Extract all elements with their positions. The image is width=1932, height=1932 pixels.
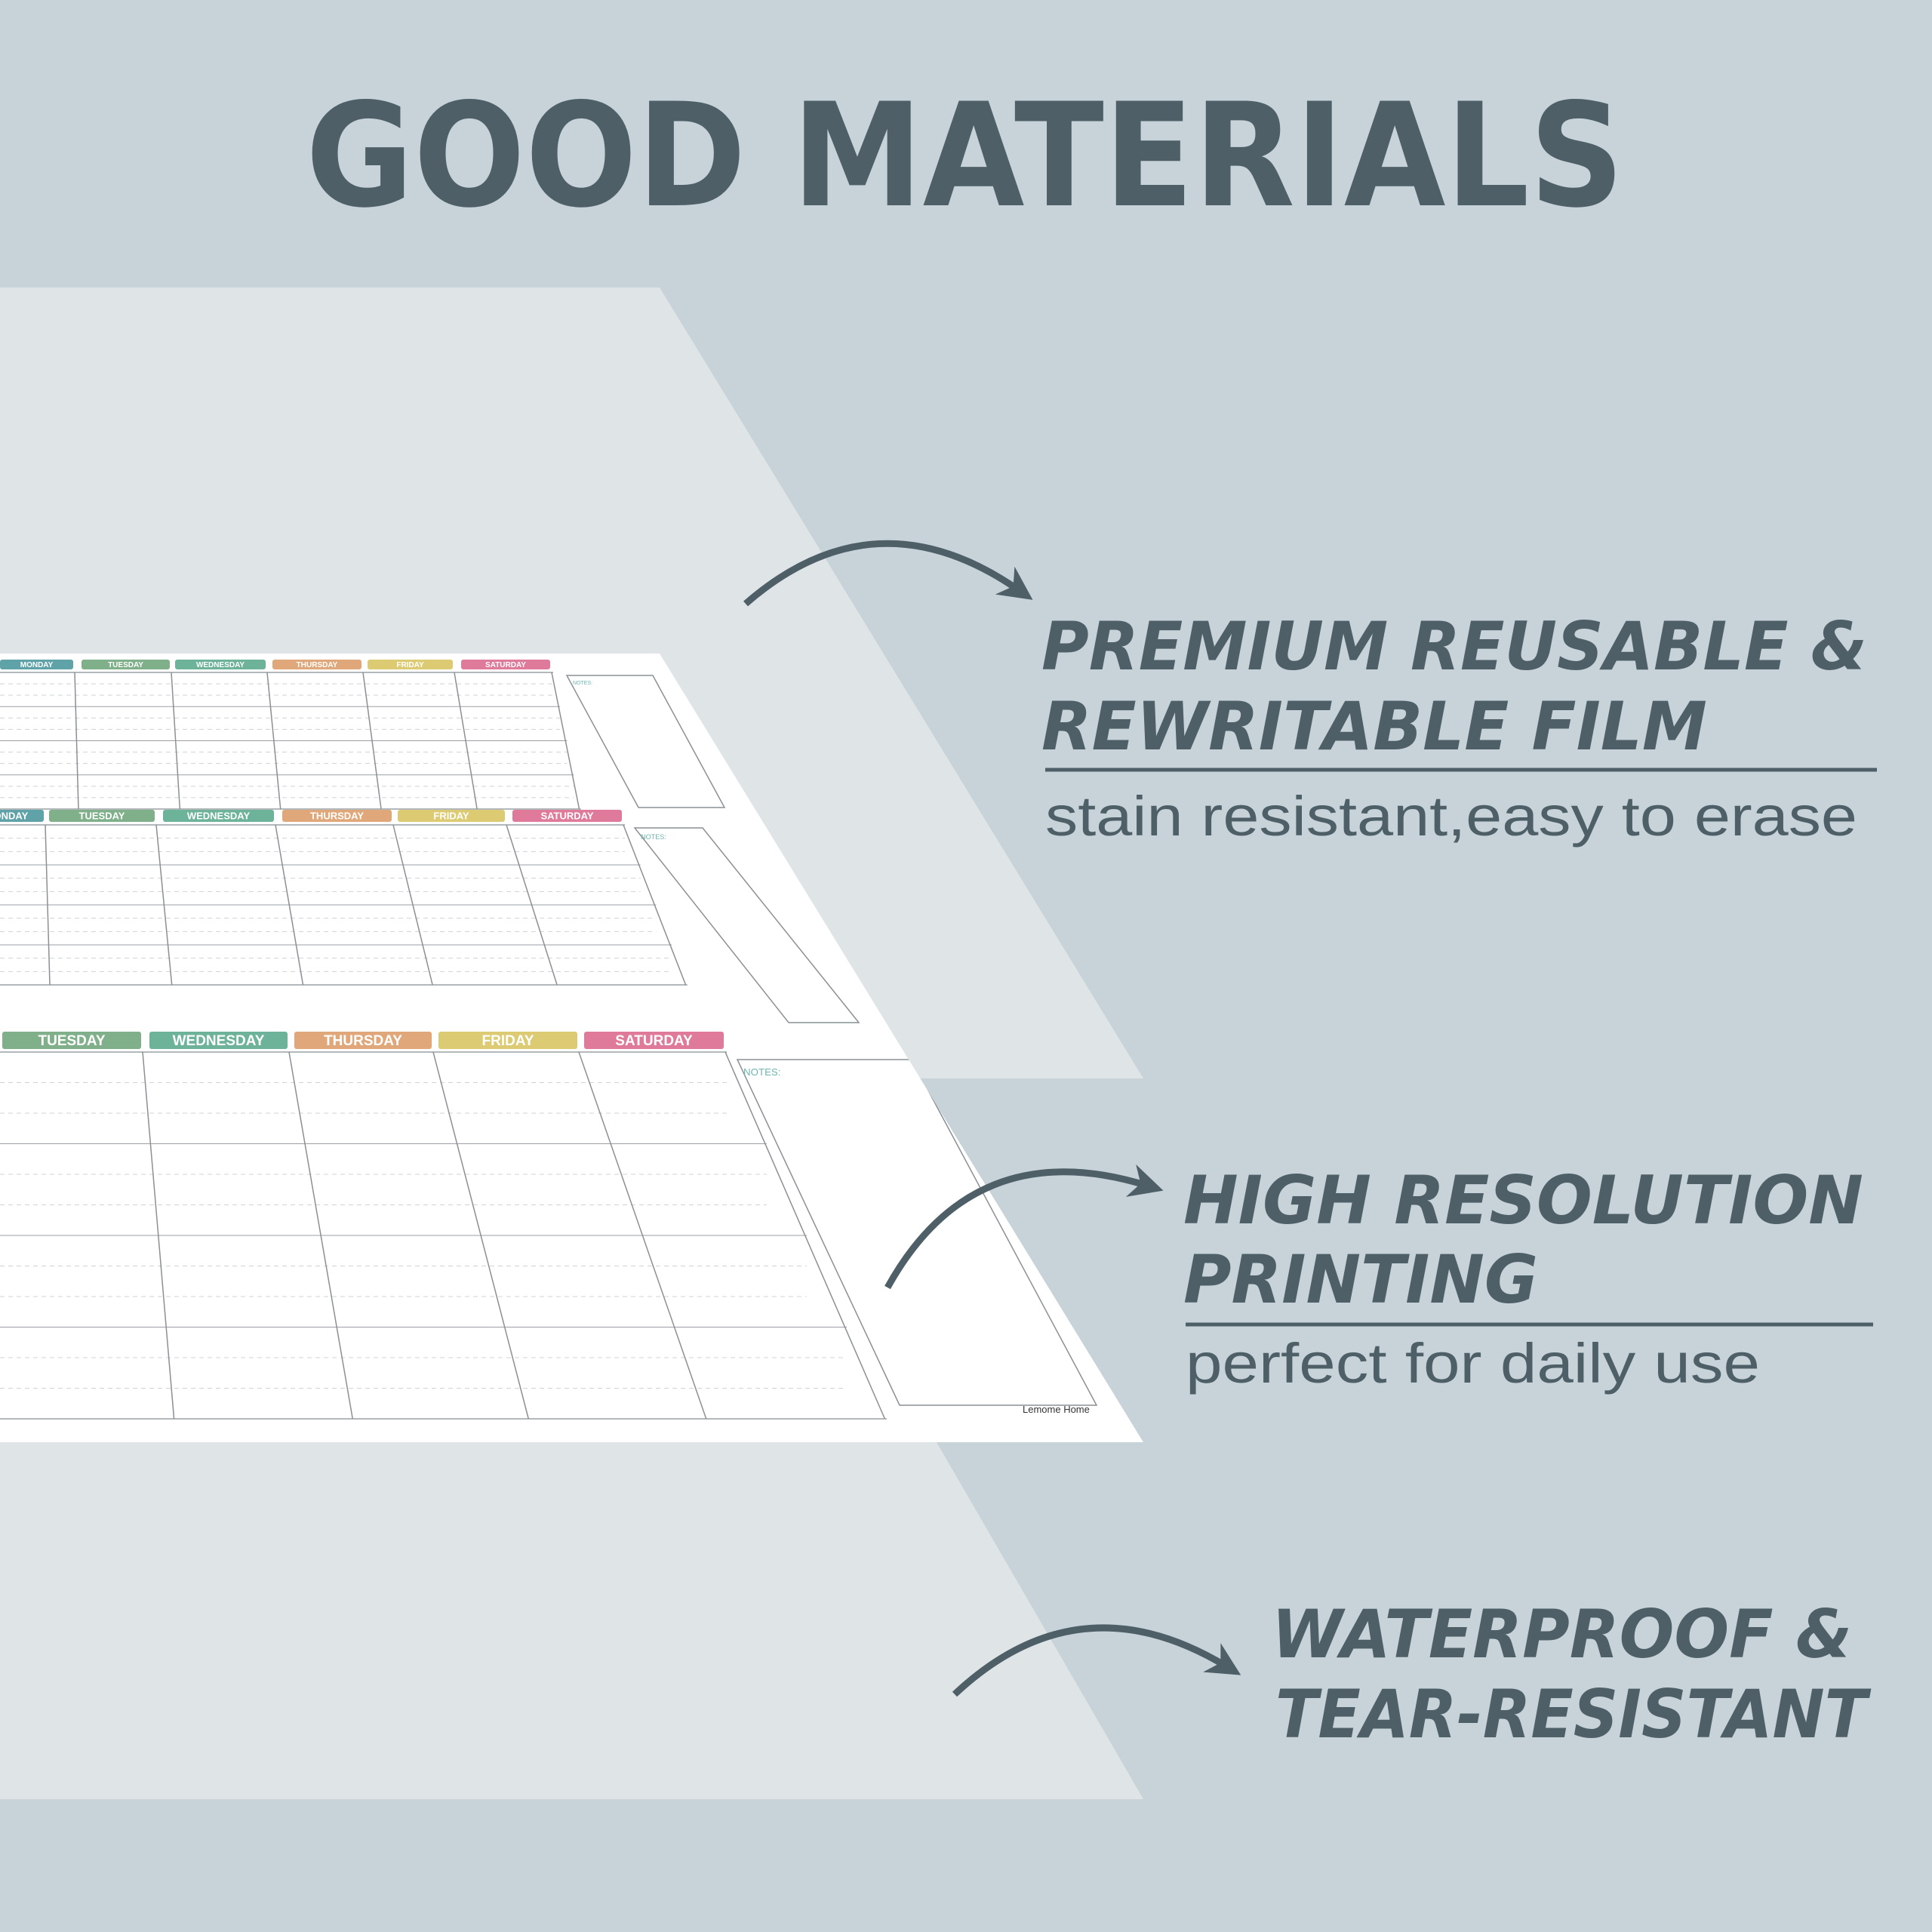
day-label: SATURDAY (615, 1033, 693, 1049)
day-tab (175, 660, 266, 669)
day-label: WEDNESDAY (187, 810, 251, 821)
brand: Lemome Home (1023, 1404, 1090, 1415)
day-tab (512, 810, 622, 822)
feature-line: PREMIUM REUSABLE & (1041, 608, 1867, 685)
day-label: TUESDAY (108, 661, 143, 669)
notes-label: NOTES: (573, 681, 592, 686)
arrow (743, 540, 1033, 607)
day-tab (49, 810, 155, 822)
day-label: THURSDAY (297, 661, 338, 669)
calendar: MONDAY TUESDAY WEDNESDAY THURSDAY FRIDAY SATU… (0, 660, 1098, 1420)
feature-subtitle: stain resistant,easy to erase (1045, 785, 1857, 848)
day-label: MONDAY (20, 661, 54, 669)
column-line (74, 672, 79, 810)
arrow (952, 1624, 1241, 1697)
day-tab (163, 810, 274, 822)
feature-line: HIGH RESOLUTION (1183, 1161, 1863, 1239)
feature-line: TEAR-RESISTANT (1275, 1675, 1872, 1753)
column-line (266, 672, 281, 810)
column-line (362, 672, 382, 810)
notes-label: NOTES: (641, 833, 666, 841)
feature-line: PRINTING (1183, 1241, 1538, 1318)
day-label: FRIDAY (482, 1033, 534, 1049)
day-tab (2, 1032, 141, 1049)
day-label: TUESDAY (38, 1033, 105, 1049)
column-line (578, 1051, 707, 1420)
column-line (623, 824, 687, 986)
day-label: WEDNESDAY (196, 661, 245, 669)
feature-line: REWRITABLE FILM (1041, 688, 1707, 765)
arrow (884, 1164, 1164, 1290)
day-tab (149, 1032, 288, 1049)
day-tab (294, 1032, 432, 1049)
column-line (155, 824, 173, 986)
day-label: FRIDAY (433, 810, 469, 821)
day-label: FRIDAY (396, 661, 424, 669)
column-line (454, 672, 478, 810)
notes-box (736, 1059, 1098, 1406)
column-line (551, 672, 580, 810)
column-line (275, 824, 304, 986)
day-label: SATURDAY (540, 810, 593, 821)
column-line (506, 824, 558, 986)
day-tab (368, 660, 453, 669)
day-label: WEDNESDAY (173, 1033, 265, 1049)
column-line (45, 824, 51, 986)
column-line (724, 1051, 886, 1420)
column-line (142, 1051, 175, 1420)
day-tab (82, 660, 170, 669)
day-tab (438, 1032, 577, 1049)
layer-bottom (0, 1442, 1143, 1799)
column-line (171, 672, 181, 810)
column-line (288, 1051, 353, 1420)
notes-box (633, 827, 860, 1023)
day-label: SATURDAY (485, 661, 526, 669)
day-tab (398, 810, 505, 822)
day-tab (282, 810, 392, 822)
column-line (392, 824, 433, 986)
day-tab (0, 660, 73, 669)
day-tab (584, 1032, 724, 1049)
feature-subtitle: perfect for daily use (1186, 1332, 1760, 1395)
day-label: THURSDAY (324, 1033, 402, 1049)
notes-label: NOTES: (743, 1066, 781, 1078)
day-label: TUESDAY (79, 810, 125, 821)
day-tab (0, 810, 44, 822)
day-label: MONDAY (0, 810, 29, 821)
notes-box (565, 675, 726, 808)
day-tab (272, 660, 361, 669)
column-line (432, 1051, 530, 1420)
title: GOOD MATERIALS (306, 72, 1624, 239)
feature-line: WATERPROOF & (1272, 1595, 1852, 1673)
day-label: THURSDAY (310, 810, 364, 821)
day-tab (461, 660, 550, 669)
